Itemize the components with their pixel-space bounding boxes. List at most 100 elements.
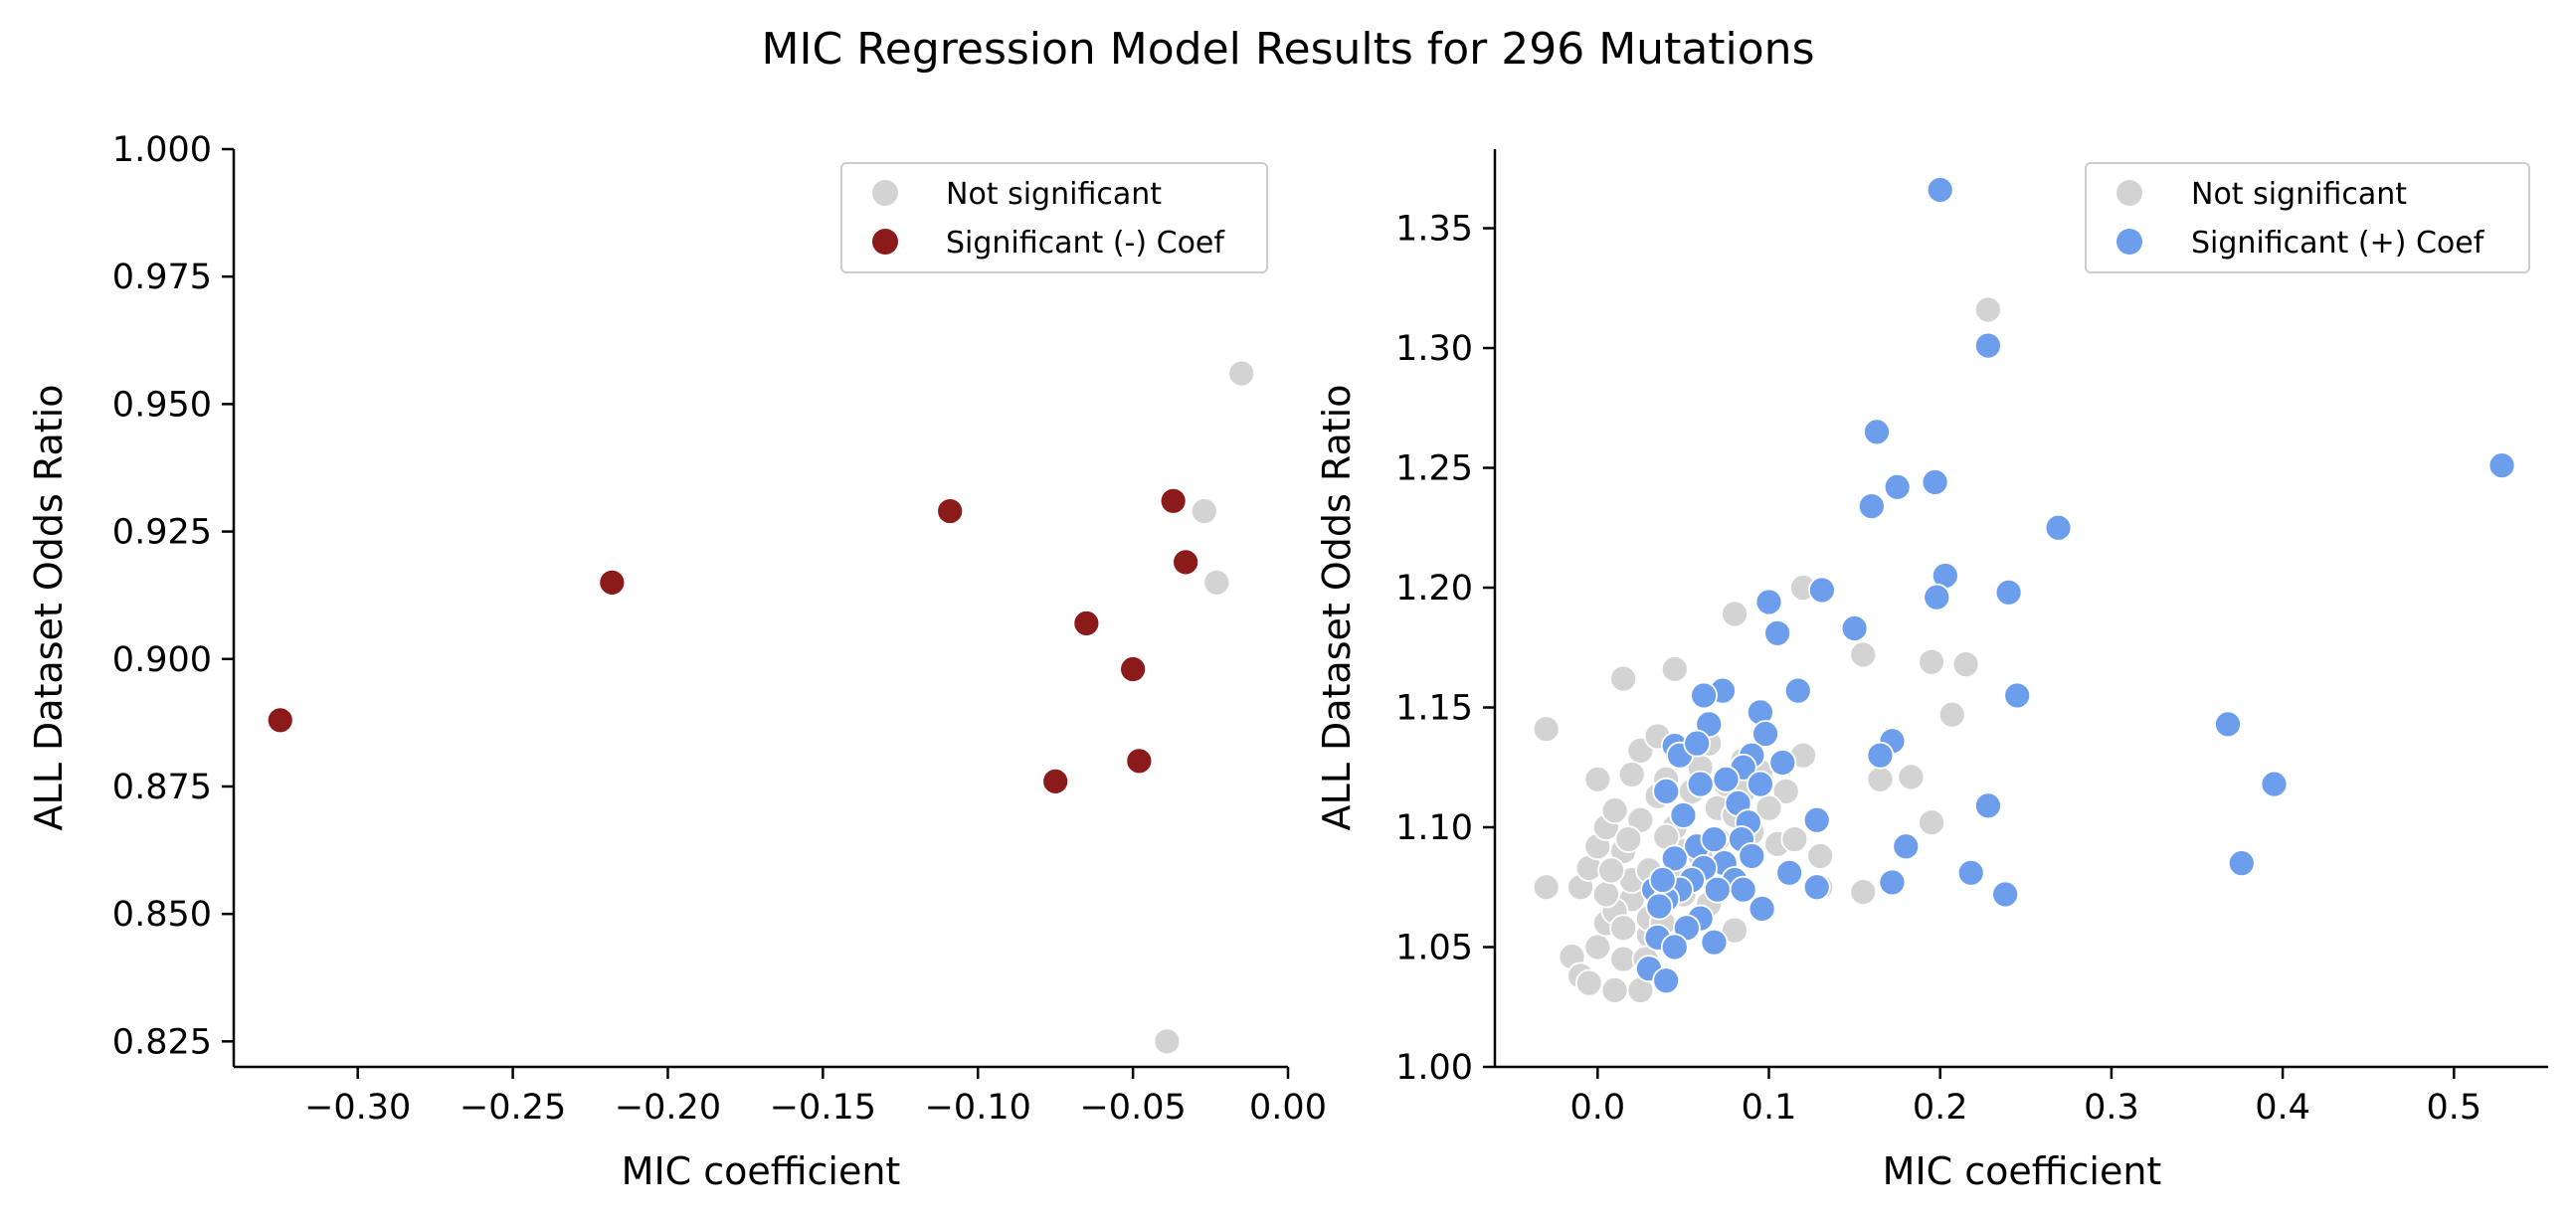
right-point-significant: [1956, 858, 1985, 887]
left-point-significant: [936, 497, 965, 525]
right-point-significant: [1652, 966, 1681, 995]
right-point-significant: [1660, 933, 1689, 961]
right-point-not-significant: [1583, 933, 1612, 961]
right-point-significant: [1802, 873, 1831, 902]
left-y-tick-label: 0.975: [112, 258, 212, 297]
right-point-not-significant: [1609, 664, 1638, 693]
right-point-significant: [1923, 583, 1951, 611]
right-y-ticks: 1.00 1.05 1.10 1.15 1.20 1.25 1.30 1.35: [1395, 210, 1495, 1088]
right-point-significant: [1729, 875, 1757, 904]
left-x-tick-label: −0.05: [1079, 1088, 1186, 1128]
right-x-tick-label: 0.5: [2426, 1088, 2482, 1128]
right-point-significant: [1652, 777, 1681, 805]
right-point-significant: [1690, 681, 1718, 710]
left-x-tick-label: 0.00: [1249, 1088, 1327, 1128]
left-legend-marker-not-significant: [872, 180, 898, 206]
left-legend-marker-significant-negative: [872, 229, 898, 255]
right-point-significant: [1974, 331, 2002, 360]
right-point-significant: [1926, 176, 1954, 204]
left-point-significant: [266, 706, 294, 735]
right-point-not-significant: [1574, 968, 1603, 997]
left-x-axis-label: MIC coefficient: [622, 1149, 901, 1193]
right-point-significant: [1883, 472, 1912, 501]
right-x-tick-label: 0.2: [1913, 1088, 1968, 1128]
right-x-axis-label: MIC coefficient: [1883, 1149, 2162, 1193]
right-x-ticks: 0.0 0.1 0.2 0.3 0.4 0.5: [1569, 1067, 2482, 1128]
left-legend-frame: [840, 162, 1268, 273]
right-point-significant: [1974, 791, 2002, 820]
right-point-significant: [2487, 451, 2516, 480]
left-point-significant: [598, 568, 627, 597]
right-point-significant: [2044, 513, 2073, 542]
right-y-tick-label: 1.15: [1395, 689, 1473, 729]
right-point-significant: [1783, 676, 1812, 705]
right-x-tick-label: 0.0: [1569, 1088, 1625, 1128]
left-y-tick-label: 1.000: [112, 130, 212, 170]
right-point-not-significant: [1754, 793, 1783, 822]
left-point-not-significant: [1202, 568, 1231, 597]
right-point-not-significant: [1721, 600, 1748, 628]
left-legend-label-significant-negative: Significant (-) Coef: [946, 226, 1225, 261]
right-point-significant: [1857, 492, 1886, 520]
left-point-significant: [1119, 655, 1148, 683]
right-point-not-significant: [1600, 796, 1629, 825]
right-point-not-significant: [1849, 640, 1878, 669]
right-point-not-significant: [1866, 765, 1895, 793]
right-scatter-panel: 0.0 0.1 0.2 0.3 0.4 0.5 1.001.051.101.151.201…: [1315, 149, 2548, 1193]
right-point-significant: [1748, 895, 1776, 923]
right-point-significant: [1754, 588, 1783, 616]
left-point-significant: [1041, 767, 1070, 795]
left-point-not-significant: [1190, 497, 1218, 525]
right-point-significant: [1878, 868, 1907, 897]
right-point-significant: [1738, 842, 1766, 870]
right-point-not-significant: [1937, 700, 1966, 729]
left-y-tick-label: 0.900: [112, 640, 212, 680]
right-point-not-significant: [1918, 808, 1945, 837]
left-y-tick-label: 0.850: [112, 895, 212, 935]
left-scatter-panel: −0.30 −0.25 −0.20 −0.15 −0.10 −0.05 0.00 0.825…: [27, 130, 1327, 1193]
right-legend: Not significant Significant (+) Coef: [2085, 162, 2530, 273]
right-point-significant: [1747, 770, 1774, 798]
right-points: [1532, 176, 2516, 1004]
left-point-not-significant: [1227, 359, 1256, 388]
right-point-significant: [1994, 578, 2023, 607]
right-point-significant: [1751, 720, 1779, 748]
right-point-significant: [1892, 832, 1921, 861]
right-x-tick-label: 0.3: [2084, 1088, 2139, 1128]
right-point-significant: [1768, 749, 1797, 777]
right-point-not-significant: [1597, 856, 1625, 885]
right-point-not-significant: [1806, 842, 1835, 870]
left-legend-label-not-significant: Not significant: [946, 177, 1162, 212]
left-y-tick-label: 0.825: [112, 1022, 212, 1062]
left-y-axis-label: ALL Dataset Odds Ratio: [27, 385, 71, 831]
left-points: [266, 359, 1256, 1056]
right-point-not-significant: [1721, 916, 1748, 945]
right-y-tick-label: 1.00: [1395, 1048, 1473, 1088]
right-point-significant: [1700, 825, 1729, 853]
right-point-significant: [1763, 618, 1792, 647]
left-y-tick-label: 0.950: [112, 385, 212, 425]
right-point-significant: [1703, 875, 1732, 904]
left-point-significant: [1172, 548, 1200, 577]
left-x-tick-label: −0.30: [304, 1088, 411, 1128]
right-y-tick-label: 1.05: [1395, 929, 1473, 968]
right-y-tick-label: 1.30: [1395, 329, 1473, 369]
right-y-axis-label: ALL Dataset Odds Ratio: [1315, 385, 1359, 831]
right-point-significant: [1807, 576, 1836, 605]
left-x-tick-label: −0.15: [770, 1088, 876, 1128]
right-point-not-significant: [1609, 914, 1638, 943]
right-point-not-significant: [1974, 295, 2002, 324]
right-point-significant: [1660, 844, 1689, 873]
right-point-not-significant: [1918, 647, 1945, 676]
right-y-tick-label: 1.10: [1395, 808, 1473, 848]
left-x-ticks: −0.30 −0.25 −0.20 −0.15 −0.10 −0.05 0.00: [304, 1067, 1327, 1128]
right-point-significant: [1645, 892, 1674, 921]
left-point-not-significant: [1153, 1027, 1182, 1056]
right-x-tick-label: 0.4: [2255, 1088, 2310, 1128]
right-point-significant: [1921, 468, 1949, 496]
right-y-tick-label: 1.35: [1395, 210, 1473, 250]
left-x-tick-label: −0.10: [925, 1088, 1031, 1128]
right-legend-marker-significant-positive: [2116, 229, 2142, 255]
left-point-significant: [1125, 747, 1154, 776]
right-point-significant: [1712, 765, 1741, 793]
